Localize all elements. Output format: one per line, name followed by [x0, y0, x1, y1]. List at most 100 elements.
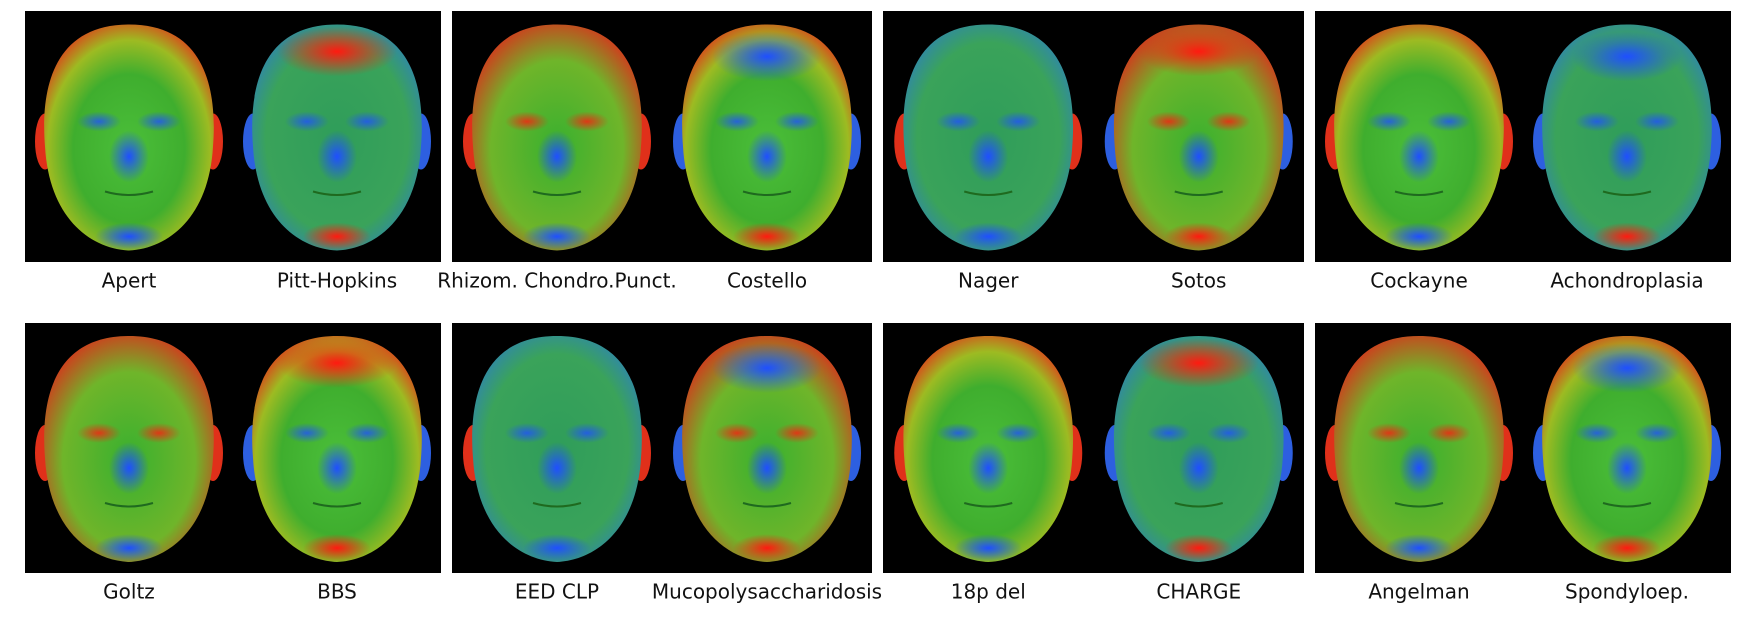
chin — [303, 534, 371, 562]
mouth — [1394, 502, 1444, 508]
face — [1325, 24, 1513, 251]
forehead-highlight — [1572, 31, 1682, 82]
nose — [968, 130, 1009, 183]
face-label: Angelman — [1368, 580, 1469, 604]
chin — [954, 222, 1023, 251]
face-label: Nager — [958, 269, 1019, 293]
face — [673, 336, 861, 562]
chin — [733, 222, 801, 251]
mouth — [104, 190, 154, 196]
nose — [1399, 130, 1439, 183]
face-label: 18p del — [951, 580, 1026, 604]
eye — [345, 423, 389, 443]
forehead-highlight — [712, 31, 822, 82]
face — [463, 24, 651, 251]
forehead-highlight — [712, 343, 822, 393]
face — [35, 336, 223, 562]
mouth — [532, 190, 582, 196]
face — [243, 336, 431, 562]
nose — [1178, 442, 1219, 494]
mouth — [532, 502, 582, 508]
eye — [1427, 423, 1471, 443]
chin — [523, 534, 591, 562]
nose — [317, 130, 357, 183]
mouth — [312, 190, 362, 196]
face-label: Costello — [727, 269, 807, 293]
face — [463, 336, 651, 562]
nose — [1607, 442, 1647, 494]
eye — [505, 423, 549, 443]
forehead-highlight — [277, 338, 397, 388]
eye — [1367, 423, 1411, 443]
eye — [936, 423, 981, 443]
face-label: BBS — [317, 580, 357, 604]
eye — [775, 423, 819, 443]
chin — [1385, 222, 1453, 251]
face — [894, 24, 1083, 251]
face — [243, 24, 431, 251]
eye — [1146, 423, 1191, 443]
forehead-highlight — [1138, 338, 1259, 388]
face — [1104, 24, 1293, 251]
eye — [1206, 423, 1251, 443]
eye — [996, 111, 1041, 132]
face-label: Rhizom. Chondro.Punct. — [437, 269, 677, 293]
eye — [1146, 111, 1191, 132]
nose — [1178, 130, 1219, 183]
chin — [1164, 534, 1233, 562]
eye — [137, 111, 181, 132]
eye — [77, 111, 121, 132]
chin — [95, 222, 163, 251]
nose — [1399, 442, 1439, 494]
eye — [285, 111, 329, 132]
eye — [285, 423, 329, 443]
eye — [1206, 111, 1251, 132]
chin — [1593, 534, 1661, 562]
face — [673, 24, 861, 251]
nose — [109, 130, 149, 183]
face-label: EED CLP — [515, 580, 599, 604]
nose — [747, 442, 787, 494]
face — [1104, 336, 1293, 562]
eye — [715, 423, 759, 443]
mouth — [1174, 190, 1224, 196]
chin — [733, 534, 801, 562]
face-label: Spondyloep. — [1565, 580, 1689, 604]
eye — [1635, 423, 1679, 443]
face-label: Cockayne — [1370, 269, 1468, 293]
mouth — [1602, 502, 1652, 508]
mouth — [742, 190, 792, 196]
forehead-highlight — [277, 26, 397, 77]
face — [1533, 336, 1721, 562]
nose — [317, 442, 357, 494]
eye — [1575, 111, 1619, 132]
mouth — [104, 502, 154, 508]
forehead-highlight — [1138, 26, 1259, 77]
forehead-highlight — [1572, 343, 1682, 393]
chin — [1593, 222, 1661, 251]
mouth — [312, 502, 362, 508]
eye — [1427, 111, 1471, 132]
eye — [1635, 111, 1679, 132]
eye — [936, 111, 981, 132]
chin — [303, 222, 371, 251]
eye — [345, 111, 389, 132]
eye — [775, 111, 819, 132]
nose — [109, 442, 149, 494]
face-label: Achondroplasia — [1550, 269, 1703, 293]
nose — [1607, 130, 1647, 183]
chin — [1385, 534, 1453, 562]
face — [1533, 24, 1721, 251]
eye — [715, 111, 759, 132]
eye — [77, 423, 121, 443]
mouth — [1602, 190, 1652, 196]
chin — [954, 534, 1023, 562]
face-label: Sotos — [1171, 269, 1226, 293]
face-label: Pitt-Hopkins — [277, 269, 397, 293]
mouth — [1394, 190, 1444, 196]
nose — [537, 442, 577, 494]
eye — [137, 423, 181, 443]
nose — [747, 130, 787, 183]
eye — [1575, 423, 1619, 443]
